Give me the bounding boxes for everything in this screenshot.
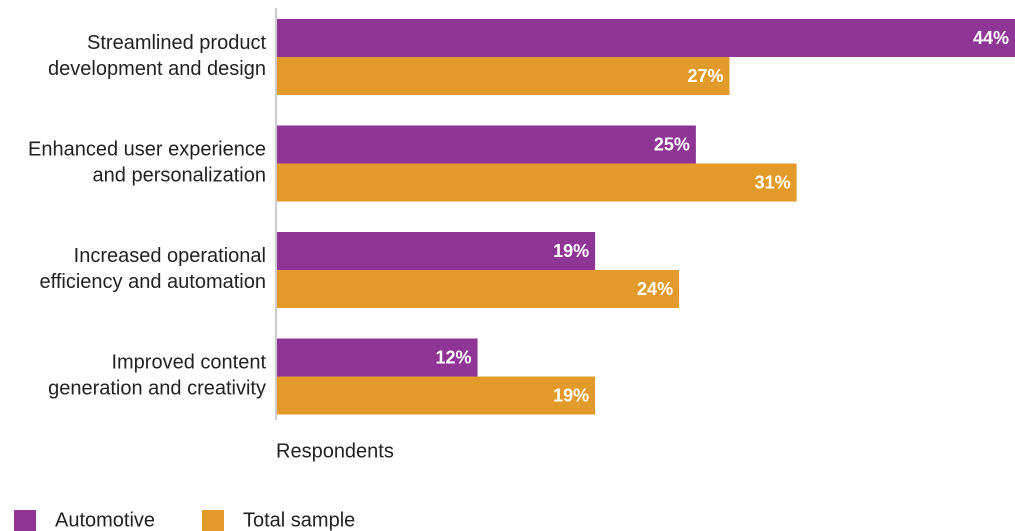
legend: Automotive Total sample [14, 509, 355, 531]
bar-automotive [276, 19, 1015, 57]
legend-swatch-automotive [14, 510, 36, 531]
legend-label: Automotive [55, 509, 155, 531]
bar-value-label: 24% [637, 279, 673, 299]
x-axis-title: Respondents [276, 440, 394, 462]
bar-value-label: 19% [553, 241, 589, 261]
bar-automotive [276, 125, 696, 164]
bar-value-label: 44% [973, 28, 1009, 48]
bar-value-label: 12% [436, 347, 472, 367]
bar-total-sample [276, 57, 730, 95]
bar-automotive [276, 338, 478, 377]
legend-swatch-total-sample [202, 510, 224, 531]
category-label: Increased operational efficiency and auto… [40, 245, 266, 293]
bar-value-label: 27% [687, 66, 723, 86]
category-label: Improved content generation and creativit… [48, 352, 266, 400]
bar-automotive [276, 232, 596, 270]
bar-value-label: 31% [755, 172, 791, 192]
category-label: Streamlined product development and desig… [48, 32, 266, 80]
legend-label: Total sample [243, 509, 355, 531]
category-label: Enhanced user experience and personalizat… [28, 139, 266, 187]
bar-total-sample [276, 270, 680, 308]
bar-value-label: 25% [654, 134, 690, 154]
bar-value-label: 19% [553, 385, 589, 405]
bars-group: 44% 27% 25% 31% 19% 24% 12% 19% [276, 19, 1015, 415]
category-labels-group: Streamlined product development and desig… [28, 32, 266, 400]
bar-total-sample [276, 163, 797, 202]
bar-total-sample [276, 376, 596, 415]
